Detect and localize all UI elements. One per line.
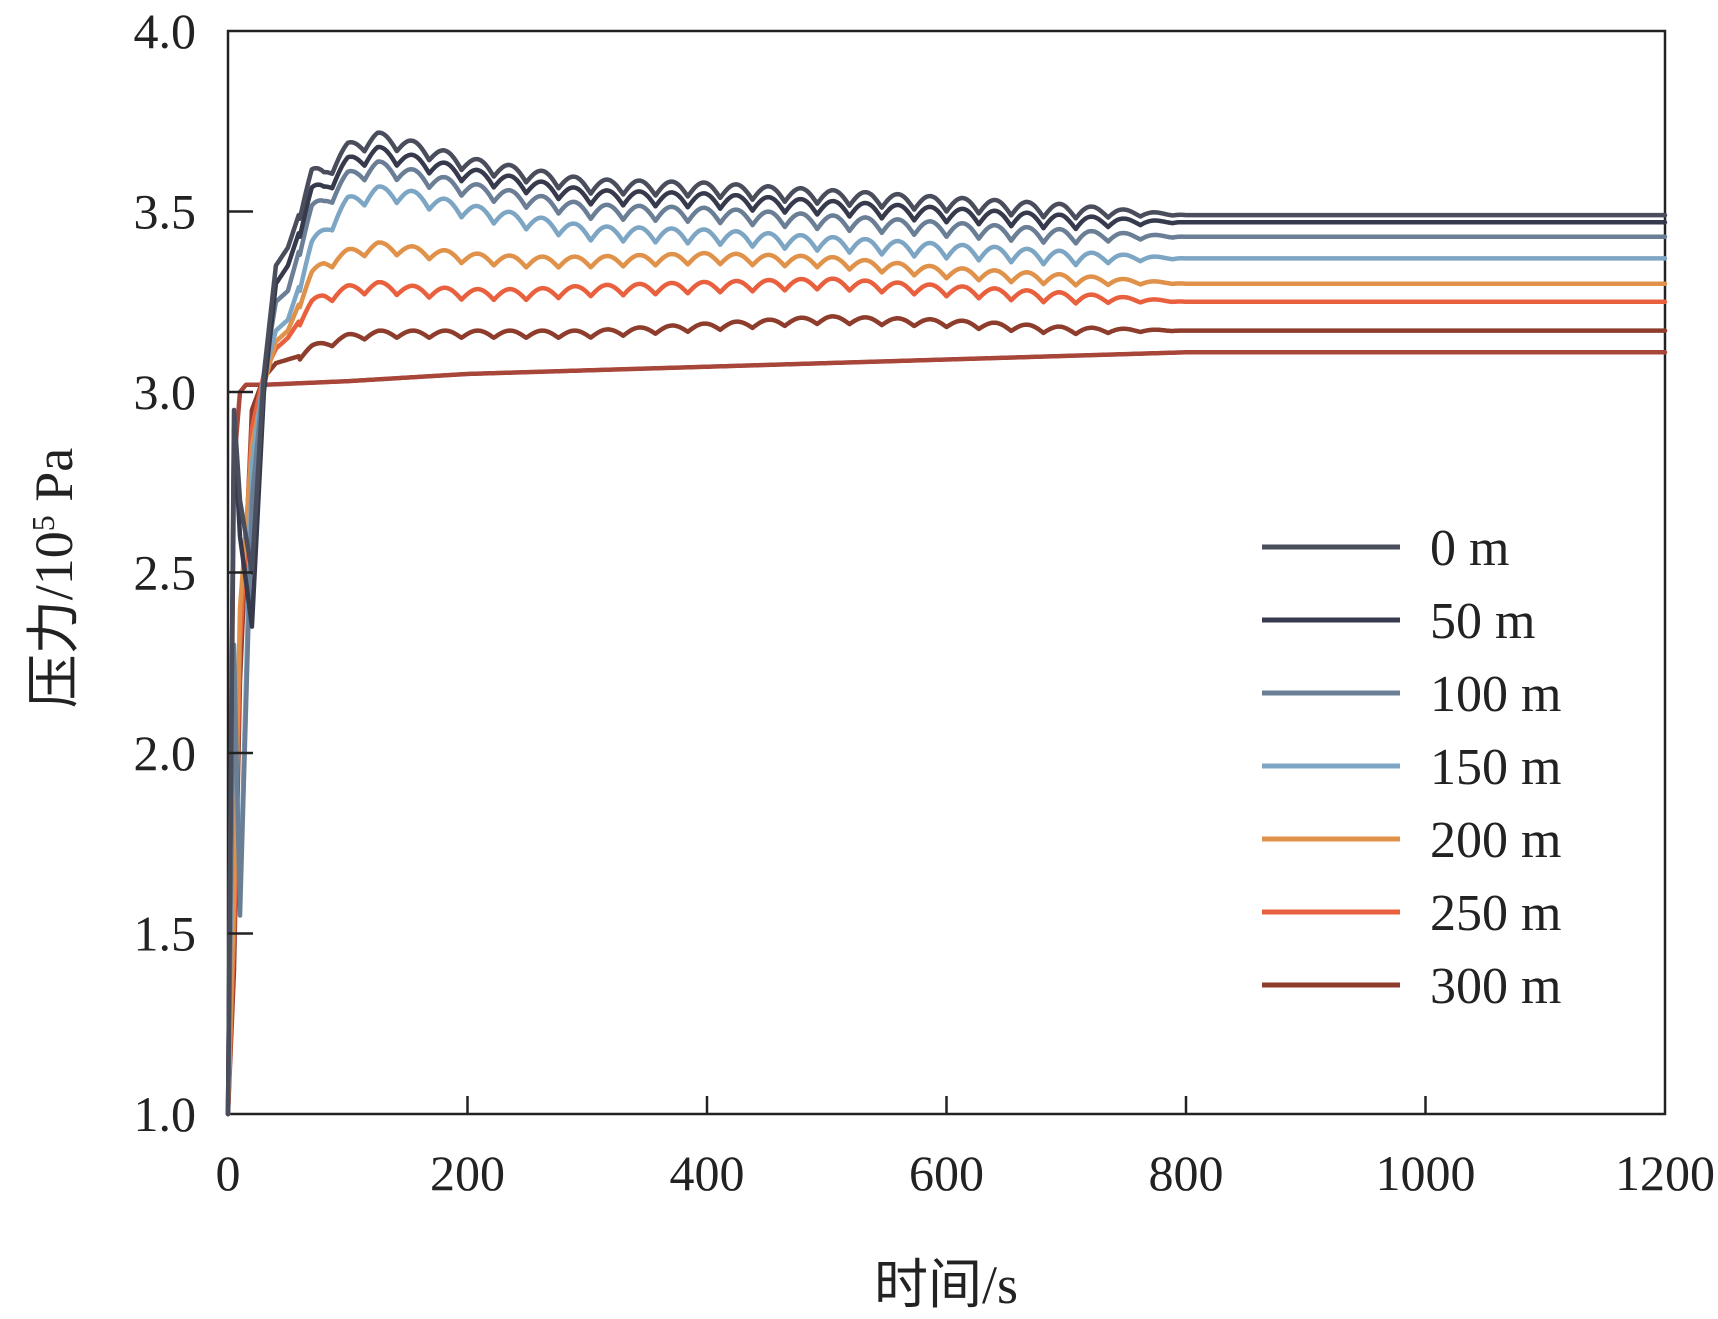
y-tick-label: 3.0 xyxy=(134,364,197,420)
y-tick-label: 1.5 xyxy=(134,906,197,962)
series-line-200m xyxy=(225,240,1668,1117)
legend-label: 250 m xyxy=(1430,885,1561,942)
x-tick-label: 400 xyxy=(670,1145,745,1201)
legend-label: 100 m xyxy=(1430,666,1561,723)
y-axis-label: 压力/105 Pa xyxy=(24,448,84,709)
series-line-0m xyxy=(225,130,1668,1117)
y-tick-label: 1.0 xyxy=(134,1086,197,1142)
series-line-250m xyxy=(225,276,1668,1117)
tick-layer: 0 200 400 600 800 1000 1200 1.0 1.5 2.0 2.5 3.0 3.5 4… xyxy=(134,3,1716,1201)
x-tick-label: 800 xyxy=(1149,1145,1224,1201)
x-tick-label: 600 xyxy=(909,1145,984,1201)
series-line-100m xyxy=(225,159,1668,1117)
series-line-50m xyxy=(225,144,1668,1117)
legend-label: 200 m xyxy=(1430,812,1561,869)
y-tick-label: 2.0 xyxy=(134,725,197,781)
x-tick-label: 0 xyxy=(216,1145,241,1201)
series-layer xyxy=(225,130,1668,1117)
y-tick-label: 4.0 xyxy=(134,3,197,59)
y-tick-label: 2.5 xyxy=(134,545,197,601)
legend-label: 0 m xyxy=(1430,520,1509,577)
legend-label: 150 m xyxy=(1430,739,1561,796)
legend: 0 m 50 m 100 m 150 m 200 m 250 m 300 m xyxy=(1262,520,1561,1015)
x-tick-label: 1000 xyxy=(1376,1145,1476,1201)
series-line-300m xyxy=(225,314,1668,1117)
x-axis-label: 时间/s xyxy=(874,1255,1018,1315)
series-line-baseline xyxy=(225,350,1668,1117)
x-tick-label: 200 xyxy=(430,1145,505,1201)
series-line-150m xyxy=(225,184,1668,1117)
legend-label: 300 m xyxy=(1430,958,1561,1015)
legend-label: 50 m xyxy=(1430,593,1535,650)
x-tick-label: 1200 xyxy=(1615,1145,1715,1201)
y-tick-label: 3.5 xyxy=(134,184,197,240)
